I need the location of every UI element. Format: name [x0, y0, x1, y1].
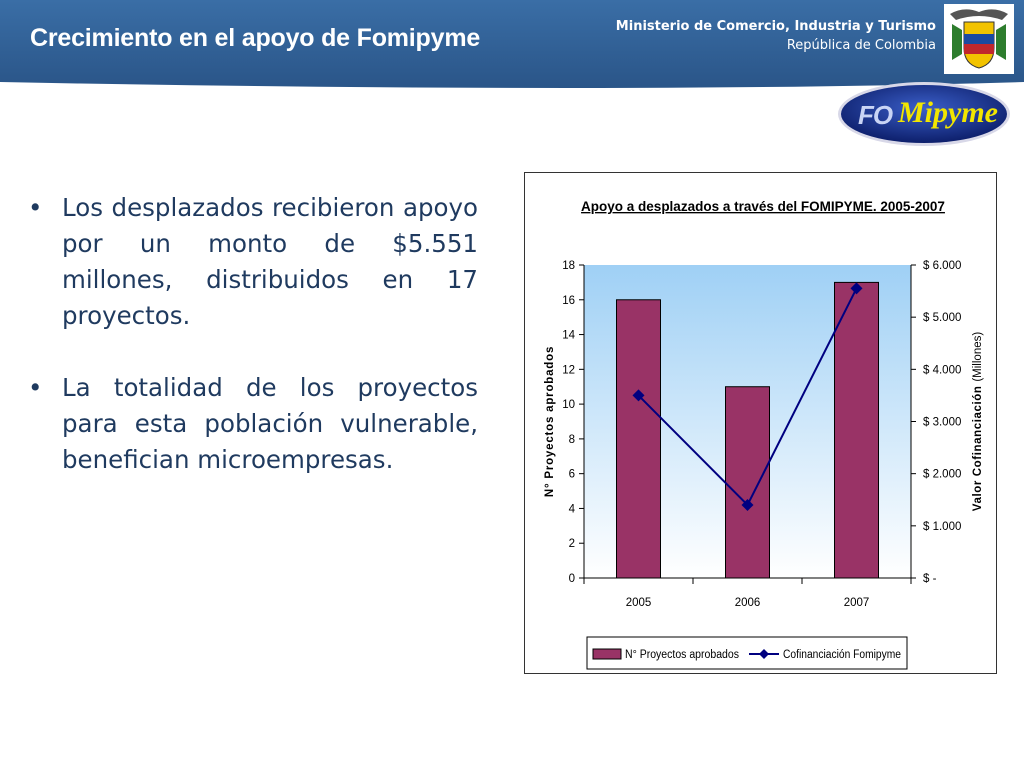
right-tick-label: $ 2.000: [923, 469, 961, 481]
point-cofinanciacion-2007: [850, 282, 863, 295]
legend-label-bar: N° Proyectos aprobados: [625, 649, 739, 661]
left-tick-label: 14: [562, 330, 575, 342]
country-name: República de Colombia: [786, 38, 936, 53]
legend-box: [586, 636, 908, 670]
left-tick-label: 6: [569, 469, 575, 481]
chart-title: Apoyo a desplazados a través del FOMIPYM…: [581, 199, 945, 214]
x-tick-label: 2007: [844, 597, 870, 609]
ministry-name: Ministerio de Comercio, Industria y Turi…: [615, 19, 936, 34]
legend-label-line: Cofinanciación Fomipyme: [783, 649, 901, 661]
bullet-list: • Los desplazados recibieron apoyo por u…: [28, 190, 478, 478]
svg-text:Mipyme: Mipyme: [897, 96, 998, 129]
bar-proyectos-2005: [616, 299, 661, 579]
bullet-item: • Los desplazados recibieron apoyo por u…: [28, 190, 478, 334]
bullet-item: • La totalidad de los proyectos para est…: [28, 370, 478, 478]
fomipyme-logo: FO Mipyme: [838, 82, 1010, 146]
point-cofinanciacion-2005: [632, 389, 645, 402]
left-tick-label: 0: [569, 573, 575, 585]
right-tick-label: $ 1.000: [923, 521, 961, 533]
ministry-label: Ministerio de Comercio, Industria y Turi…: [616, 19, 936, 53]
left-tick-label: 12: [562, 364, 575, 376]
left-tick-label: 2: [569, 538, 575, 550]
left-tick-label: 10: [562, 399, 575, 411]
slide-title: Crecimiento en el apoyo de Fomipyme: [30, 24, 481, 52]
y-axis-title: N° Proyectos aprobados: [544, 346, 556, 497]
bullet-text: La totalidad de los proyectos para esta …: [62, 373, 478, 474]
header-background: [0, 0, 1024, 88]
right-tick-label: $ -: [923, 573, 937, 585]
coat-of-arms-icon: [944, 4, 1014, 74]
chart-container: Apoyo a desplazados a través del FOMIPYM…: [524, 172, 997, 674]
left-tick-label: 18: [562, 260, 575, 272]
header-banner: Crecimiento en el apoyo de Fomipyme Mini…: [0, 0, 1024, 90]
y2-axis-title-unit: (Millones): [972, 332, 984, 382]
left-tick-label: 16: [562, 295, 575, 307]
legend-swatch-marker: [759, 649, 769, 659]
x-tick-label: 2005: [626, 597, 652, 609]
left-tick-label: 8: [569, 434, 575, 446]
bar-proyectos-2007: [834, 281, 879, 579]
right-tick-label: $ 6.000: [923, 260, 961, 272]
bar-proyectos-2006: [725, 386, 770, 579]
combo-chart: Apoyo a desplazados a través del FOMIPYM…: [544, 199, 984, 670]
right-tick-label: $ 5.000: [923, 312, 961, 324]
point-cofinanciacion-2006: [741, 498, 754, 511]
y2-axis-title: Valor Cofinanciación (Millones): [972, 332, 984, 512]
right-tick-label: $ 3.000: [923, 417, 961, 429]
x-tick-label: 2006: [735, 597, 761, 609]
bullet-marker: •: [28, 193, 43, 222]
left-tick-label: 4: [569, 503, 576, 515]
y2-axis-title-main: Valor Cofinanciación: [972, 382, 984, 512]
bullet-text: Los desplazados recibieron apoyo por un …: [62, 193, 478, 330]
svg-text:FO: FO: [858, 100, 893, 130]
bullet-marker: •: [28, 373, 43, 402]
legend-swatch-bar: [592, 648, 622, 660]
right-tick-label: $ 4.000: [923, 364, 961, 376]
